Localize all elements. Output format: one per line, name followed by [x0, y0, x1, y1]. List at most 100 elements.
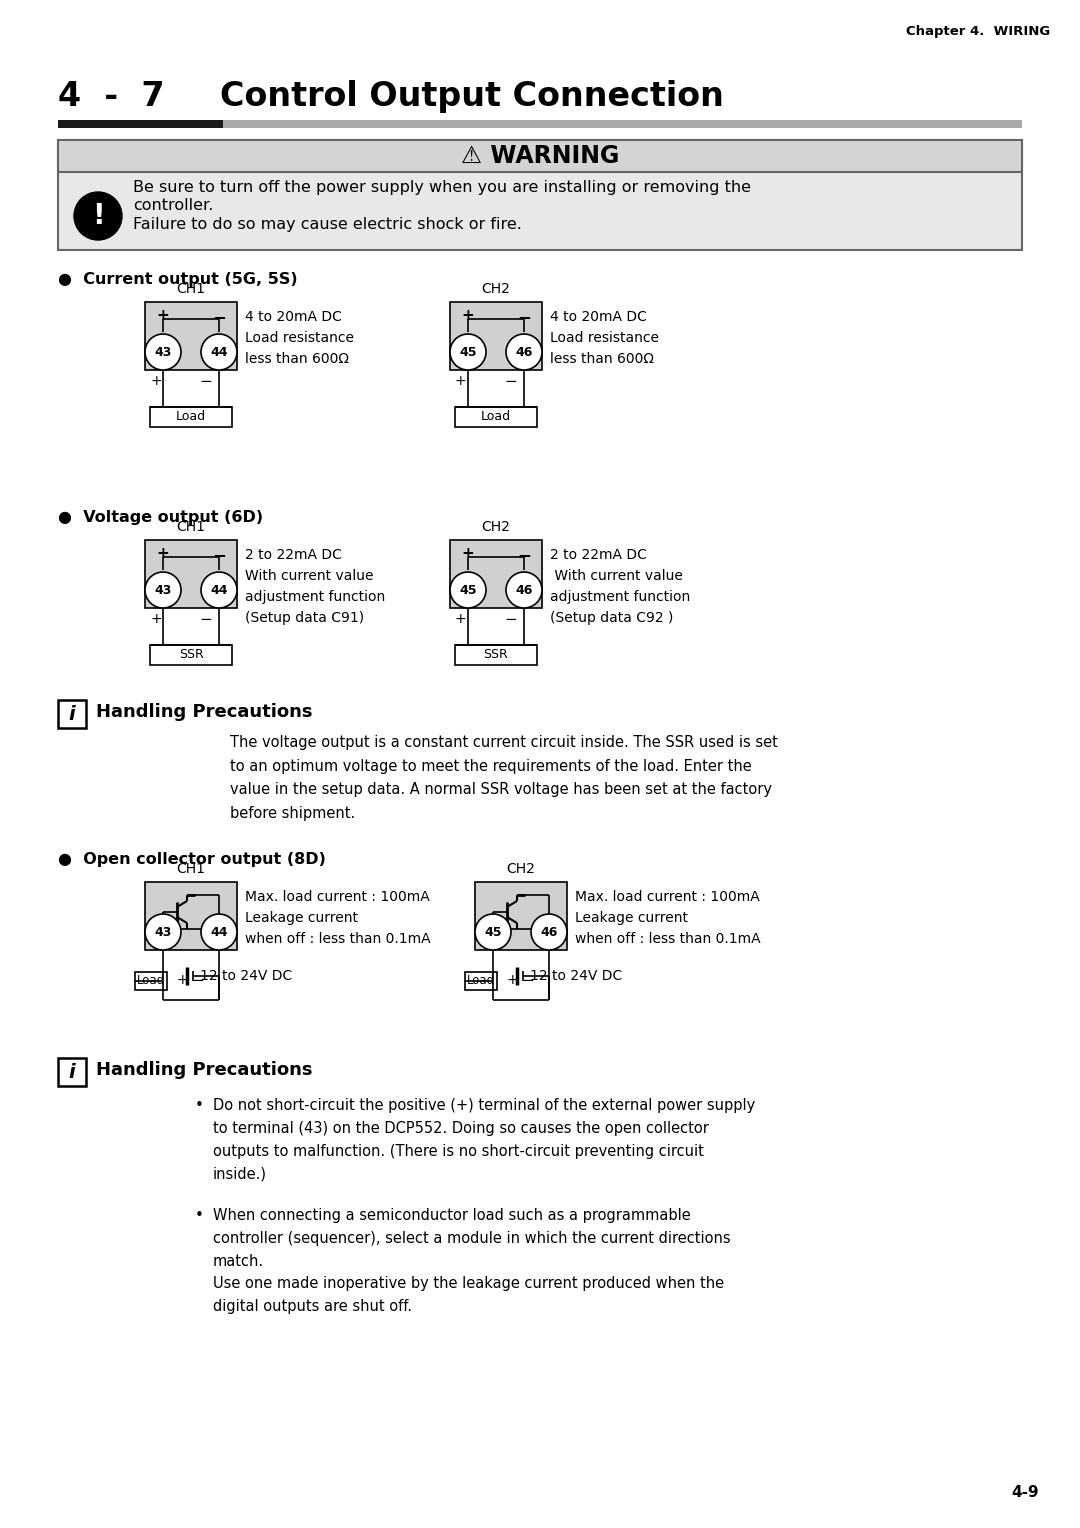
Circle shape: [450, 335, 486, 370]
Bar: [58, 700, 86, 727]
Bar: [475, 882, 567, 950]
Bar: [450, 539, 542, 608]
Bar: [465, 972, 497, 990]
Circle shape: [507, 571, 542, 608]
Text: 12 to 24V DC: 12 to 24V DC: [530, 969, 622, 983]
Circle shape: [201, 914, 237, 950]
Text: 45: 45: [459, 584, 476, 596]
Circle shape: [145, 335, 181, 370]
Circle shape: [507, 335, 542, 370]
Circle shape: [145, 571, 181, 608]
Bar: [58, 141, 1022, 251]
Bar: [145, 539, 237, 608]
Text: −: −: [517, 309, 531, 325]
Bar: [145, 303, 237, 370]
Text: CH2: CH2: [507, 862, 536, 876]
Text: −: −: [191, 973, 204, 989]
Text: SSR: SSR: [178, 648, 203, 662]
Bar: [150, 645, 232, 665]
Text: ●  Open collector output (8D): ● Open collector output (8D): [58, 853, 326, 866]
Text: Chapter 4.  WIRING: Chapter 4. WIRING: [906, 24, 1050, 38]
Text: Handling Precautions: Handling Precautions: [96, 703, 312, 721]
Text: Handling Precautions: Handling Precautions: [96, 1060, 312, 1079]
Text: −: −: [504, 613, 516, 626]
Circle shape: [75, 193, 122, 240]
Text: Load: Load: [176, 411, 206, 423]
Text: 4 to 20mA DC
Load resistance
less than 600Ω: 4 to 20mA DC Load resistance less than 6…: [245, 310, 354, 367]
Circle shape: [201, 571, 237, 608]
Text: +: +: [455, 374, 467, 388]
Text: Load: Load: [137, 975, 165, 987]
Text: Max. load current : 100mA
Leakage current
when off : less than 0.1mA: Max. load current : 100mA Leakage curren…: [575, 889, 760, 946]
Text: 45: 45: [484, 926, 502, 938]
Text: −: −: [199, 374, 212, 390]
Bar: [222, 121, 1022, 128]
Circle shape: [531, 914, 567, 950]
Text: Do not short-circuit the positive (+) terminal of the external power supply
to t: Do not short-circuit the positive (+) te…: [213, 1099, 755, 1181]
Text: +: +: [507, 973, 518, 987]
Text: Load: Load: [467, 975, 495, 987]
Text: 45: 45: [459, 345, 476, 359]
Text: CH1: CH1: [176, 520, 205, 533]
Bar: [135, 972, 167, 990]
Text: +: +: [461, 545, 474, 561]
Text: +: +: [157, 309, 170, 322]
Text: CH1: CH1: [176, 862, 205, 876]
Bar: [455, 406, 537, 426]
Bar: [455, 645, 537, 665]
Text: Be sure to turn off the power supply when you are installing or removing the: Be sure to turn off the power supply whe…: [133, 180, 751, 196]
Text: 46: 46: [515, 584, 532, 596]
Text: i: i: [69, 1062, 76, 1082]
Text: •: •: [195, 1099, 204, 1112]
Text: +: +: [461, 309, 474, 322]
Text: ⚠ WARNING: ⚠ WARNING: [461, 144, 619, 168]
Text: +: +: [157, 545, 170, 561]
Text: 44: 44: [211, 584, 228, 596]
Text: +: +: [150, 374, 162, 388]
Text: Control Output Connection: Control Output Connection: [220, 79, 724, 113]
Text: SSR: SSR: [484, 648, 509, 662]
Text: +: +: [177, 973, 189, 987]
Text: −: −: [212, 545, 226, 564]
Text: controller.: controller.: [133, 199, 214, 212]
Text: i: i: [69, 704, 76, 723]
Text: When connecting a semiconductor load such as a programmable
controller (sequence: When connecting a semiconductor load suc…: [213, 1209, 731, 1314]
Text: 4 to 20mA DC
Load resistance
less than 600Ω: 4 to 20mA DC Load resistance less than 6…: [550, 310, 659, 367]
Bar: [58, 1057, 86, 1086]
Text: •: •: [195, 1209, 204, 1222]
Text: −: −: [521, 973, 534, 989]
Text: !: !: [92, 202, 105, 231]
Text: Max. load current : 100mA
Leakage current
when off : less than 0.1mA: Max. load current : 100mA Leakage curren…: [245, 889, 431, 946]
Text: 43: 43: [154, 584, 172, 596]
Text: ●  Current output (5G, 5S): ● Current output (5G, 5S): [58, 272, 298, 287]
Text: 43: 43: [154, 926, 172, 938]
Bar: [450, 303, 542, 370]
Text: CH2: CH2: [482, 283, 511, 296]
Text: ●  Voltage output (6D): ● Voltage output (6D): [58, 510, 264, 526]
Text: 12 to 24V DC: 12 to 24V DC: [200, 969, 293, 983]
Text: CH2: CH2: [482, 520, 511, 533]
Circle shape: [201, 335, 237, 370]
Text: 44: 44: [211, 345, 228, 359]
Circle shape: [450, 571, 486, 608]
Text: +: +: [455, 613, 467, 626]
Bar: [58, 121, 222, 128]
Text: +: +: [150, 613, 162, 626]
Text: 2 to 22mA DC
With current value
adjustment function
(Setup data C91): 2 to 22mA DC With current value adjustme…: [245, 549, 386, 625]
Text: 46: 46: [540, 926, 557, 938]
Text: −: −: [199, 613, 212, 626]
Text: 2 to 22mA DC
 With current value
adjustment function
(Setup data C92 ): 2 to 22mA DC With current value adjustme…: [550, 549, 690, 625]
Text: −: −: [517, 545, 531, 564]
Text: 4  -  7: 4 - 7: [58, 79, 164, 113]
Text: Failure to do so may cause electric shock or fire.: Failure to do so may cause electric shoc…: [133, 217, 522, 232]
Text: 4-9: 4-9: [1011, 1485, 1039, 1500]
Text: Load: Load: [481, 411, 511, 423]
Text: CH1: CH1: [176, 283, 205, 296]
Text: 44: 44: [211, 926, 228, 938]
Text: −: −: [212, 309, 226, 325]
Text: 43: 43: [154, 345, 172, 359]
Text: −: −: [504, 374, 516, 390]
Bar: [58, 141, 1022, 173]
Text: The voltage output is a constant current circuit inside. The SSR used is set
to : The voltage output is a constant current…: [230, 735, 778, 821]
Bar: [150, 406, 232, 426]
